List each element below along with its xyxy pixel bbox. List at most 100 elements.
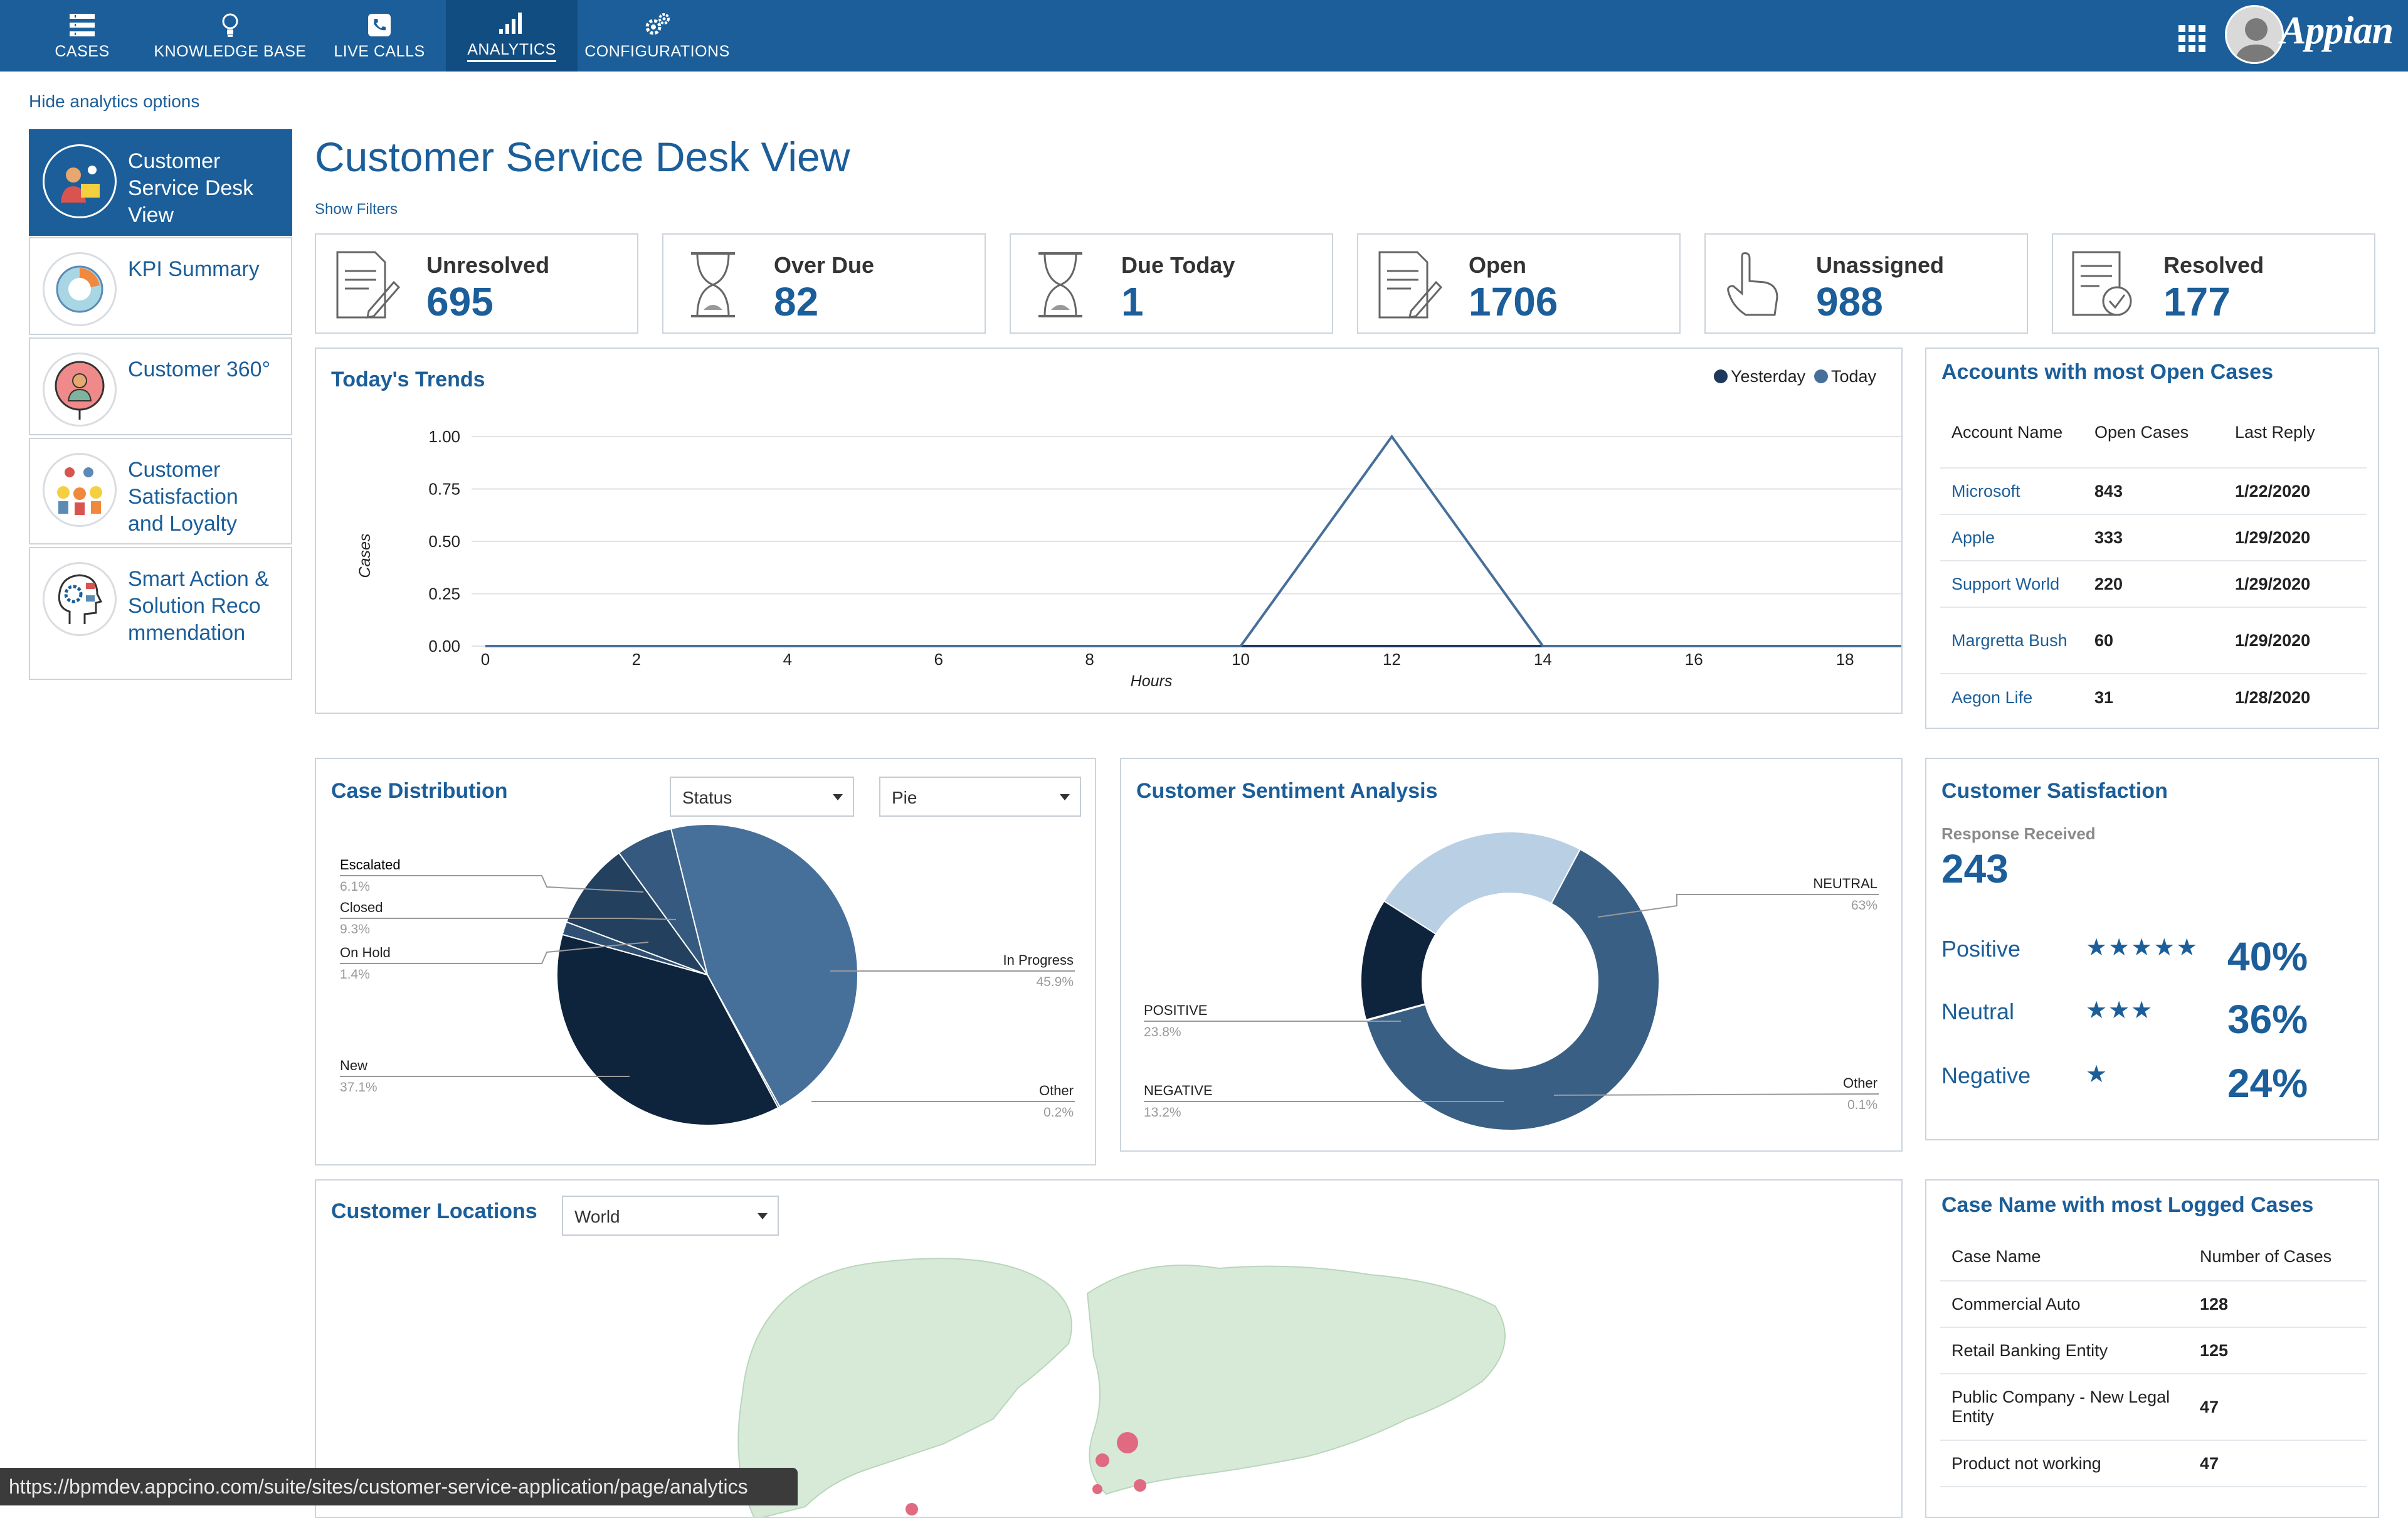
kpi-value: 177 [2163,279,2231,324]
sidebar-item-customer-360[interactable]: Customer 360° [29,337,292,435]
case-distribution-panel: Case Distribution Status Pie Escalated 6… [315,758,1096,1165]
slice-neutral[interactable] [1365,848,1660,1131]
table-row: Aegon Life 31 1/28/2020 [1940,674,2367,721]
slice-percent: 9.3% [340,922,370,937]
nav-cases[interactable]: CASES [39,0,125,72]
show-filters-link[interactable]: Show Filters [315,201,398,218]
hide-analytics-options-link[interactable]: Hide analytics options [29,92,200,111]
region-dropdown[interactable]: World [562,1196,779,1236]
kpi-card-open[interactable]: Open 1706 [1357,233,1681,334]
kpi-card-unresolved[interactable]: Unresolved 695 [315,233,638,334]
table-row: Retail Banking Entity 125 [1940,1327,2367,1374]
slice-new[interactable] [556,933,779,1126]
slice-percent: 0.1% [1847,1098,1877,1112]
slice-percent: 37.1% [340,1080,378,1095]
x-tick-label: 12 [1383,650,1401,669]
kpi-card-unassigned[interactable]: Unassigned 988 [1704,233,2028,334]
user-avatar[interactable] [2225,5,2284,64]
nav-analytics-label: ANALYTICS [467,41,556,62]
column-header: Number of Cases [2189,1233,2367,1282]
x-tick-label: 14 [1534,650,1552,669]
sidebar-item-label: Customer Satisfaction and Loyalty [128,458,238,536]
location-marker[interactable] [1134,1479,1146,1492]
kpi-card-due-today[interactable]: Due Today 1 [1010,233,1333,334]
leader-line [340,875,644,893]
open-cases-cell: 333 [2083,514,2224,561]
account-name-link[interactable]: Aegon Life [1951,688,2033,707]
y-axis-label: Cases [356,534,374,578]
slice-percent: 23.8% [1144,1025,1181,1039]
response-received-value: 243 [1941,846,2009,891]
slice-positive[interactable] [1383,831,1582,935]
hourglass-icon [679,250,747,320]
table-row: Public Company - New Legal Entity 47 [1940,1374,2367,1441]
brand-logo[interactable]: Appian [2279,9,2394,52]
hourglass-icon [1026,250,1095,320]
case-name-cell: Retail Banking Entity [1940,1327,2189,1374]
sidebar-item-smart-action[interactable]: Smart Action & Solution Recommendation [29,547,292,680]
open-cases-cell: 220 [2083,561,2224,608]
series-line-today[interactable] [485,434,1901,647]
account-name-link[interactable]: Microsoft [1940,468,2083,515]
chevron-down-icon [833,794,843,800]
document-check-icon [2068,250,2137,320]
kpi-label: Unassigned [1816,252,1945,278]
nav-knowledge-base[interactable]: KNOWLEDGE BASE [152,0,309,72]
panel-title: Case Distribution [331,779,508,803]
world-map[interactable] [316,1181,1901,1518]
account-name-link[interactable]: Apple [1940,514,2083,561]
case-name-cell: Commercial Auto [1940,1281,2189,1328]
sidebar-item-customer-service-desk-view[interactable]: Customer Service Desk View [29,129,292,236]
legend-yesterday-label[interactable]: Yesterday [1731,367,1806,386]
slice-label: NEUTRAL [1813,876,1877,891]
slice-label: In Progress [1003,952,1074,968]
legend-today-label[interactable]: Today [1831,367,1877,386]
account-name-link[interactable]: Margretta Bush [1940,607,2083,674]
slice-percent: 13.2% [1144,1105,1181,1120]
lightbulb-icon [221,11,239,39]
app-grid-icon[interactable] [2178,25,2206,53]
five-stars-icon: ★★★★★ [2086,935,2199,961]
location-marker[interactable] [1117,1432,1138,1453]
location-marker[interactable] [1096,1453,1109,1467]
chart-type-dropdown[interactable]: Pie [879,777,1081,817]
slice-in-progress[interactable] [670,824,858,1108]
gauge-icon [43,252,117,326]
kpi-label: Resolved [2163,252,2264,278]
slice-escalated[interactable] [618,827,708,975]
customer-satisfaction-panel: Customer Satisfaction Response Received … [1925,758,2379,1140]
kpi-card-over-due[interactable]: Over Due 82 [662,233,986,334]
account-name-link[interactable]: Support World [1940,561,2083,608]
todays-trends-chart: Yesterday Today Cases Hours 1.00 0.75 0.50… [356,367,1901,690]
leader-line [1597,894,1879,918]
location-marker[interactable] [1092,1484,1102,1494]
kpi-card-resolved[interactable]: Resolved 177 [2052,233,2375,334]
slice-percent: 1.4% [340,967,370,982]
chevron-down-icon [758,1213,768,1219]
y-tick-label: 0.00 [428,637,460,656]
case-distribution-pie: Escalated 6.1% Closed 9.3% On Hold 1.4% … [340,824,1075,1126]
case-name-cell: Public Company - New Legal Entity [1940,1374,2189,1441]
slice-label: New [340,1058,367,1073]
group-by-dropdown[interactable]: Status [670,777,854,817]
negative-percent: 24% [2227,1061,2308,1106]
leader-line [1553,1093,1879,1096]
nav-analytics[interactable]: ANALYTICS [446,0,578,72]
location-marker[interactable] [906,1503,918,1515]
slice-percent: 45.9% [1036,975,1074,989]
list-icon [70,11,95,39]
kpi-label: Over Due [774,252,875,278]
phone-icon [368,11,391,39]
dropdown-value: Pie [892,788,917,807]
sidebar-item-customer-satisfaction[interactable]: Customer Satisfaction and Loyalty [29,438,292,544]
negative-label: Negative [1941,1063,2031,1088]
case-count-cell: 128 [2189,1281,2367,1328]
x-tick-label: 16 [1685,650,1703,669]
nav-live-calls[interactable]: LIVE CALLS [332,0,426,72]
slice-label: Closed [340,900,383,915]
table-row: Margretta Bush 60 1/29/2020 [1940,607,2367,674]
nav-configurations[interactable]: CONFIGURATIONS [584,0,729,72]
sidebar-item-label: Smart Action & Solution Recommendation [128,567,269,645]
x-tick-label: 18 [1836,650,1854,669]
sidebar-item-kpi-summary[interactable]: KPI Summary [29,237,292,335]
